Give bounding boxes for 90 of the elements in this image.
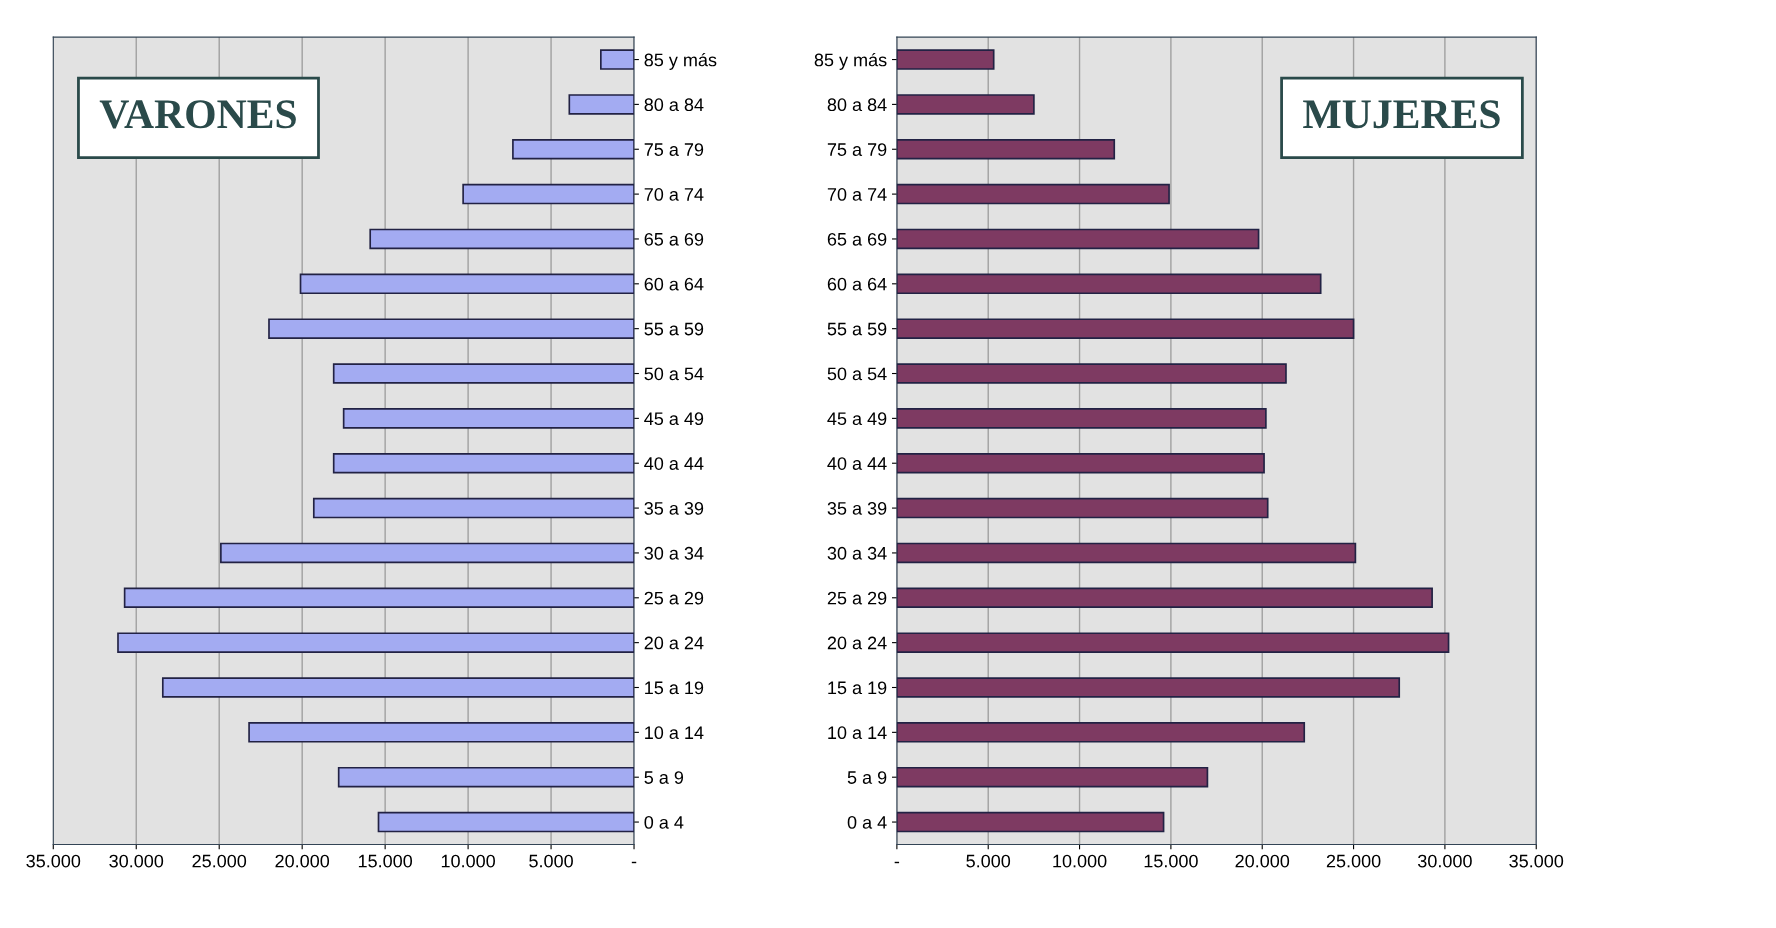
x-tick-label: 35.000	[1509, 854, 1564, 868]
bar	[896, 228, 1260, 250]
y-tick-label: 15 a 19	[828, 681, 887, 695]
bar	[896, 318, 1355, 339]
bar	[377, 811, 635, 833]
y-tick-label: 40 a 44	[827, 457, 887, 470]
bar	[248, 722, 635, 743]
y-tick-label: 10 a 14	[828, 726, 887, 740]
bar	[896, 183, 1170, 205]
y-tick-label: 50 a 54	[827, 367, 887, 381]
bar	[332, 363, 635, 384]
x-tick-label: 30.000	[1417, 854, 1472, 868]
bar	[896, 273, 1322, 295]
bar	[896, 677, 1401, 698]
y-tick-label: 85 y más	[644, 52, 717, 70]
bar	[600, 49, 635, 70]
y-tick-label: 50 a 54	[644, 367, 704, 381]
y-tick-label: 0 a 4	[644, 815, 684, 829]
x-tick-label: 5.000	[966, 854, 1011, 868]
x-tick-label: 30.000	[109, 854, 164, 868]
y-tick-label: 25 a 29	[827, 591, 887, 605]
x-tick-label: 10.000	[1053, 854, 1107, 868]
y-tick-label: 65 a 69	[827, 232, 887, 246]
bar	[117, 632, 635, 653]
y-tick-label: 5 a 9	[644, 771, 684, 784]
y-tick-label: 55 a 59	[827, 322, 887, 336]
y-tick-label: 0 a 4	[847, 815, 887, 829]
bar	[268, 318, 635, 339]
x-tick-label: 35.000	[26, 854, 81, 868]
y-tick-label: 15 a 19	[645, 681, 704, 695]
bar	[896, 632, 1450, 653]
x-tick-label: 10.000	[441, 854, 496, 868]
bar	[299, 273, 635, 295]
bar	[568, 94, 635, 115]
y-tick-label: 55 a 59	[644, 322, 704, 336]
bar	[462, 183, 635, 205]
x-tick-label: 25.000	[192, 854, 247, 868]
y-tick-label: 45 a 49	[827, 412, 887, 426]
bar	[896, 811, 1165, 833]
bar	[369, 228, 635, 250]
y-tick-label: 35 a 39	[644, 502, 704, 515]
bar	[896, 542, 1357, 564]
x-tick-label: 20.000	[1235, 854, 1290, 868]
y-tick-label: 75 a 79	[644, 143, 704, 156]
y-tick-label: 25 a 29	[644, 591, 704, 605]
text: MUJERES	[1303, 100, 1500, 129]
y-tick-label: 75 a 79	[827, 143, 887, 156]
y-tick-label: 20 a 24	[644, 636, 704, 650]
bar	[337, 766, 635, 788]
bar	[896, 452, 1265, 474]
x-tick-label: 25.000	[1326, 854, 1381, 868]
x-tick-label: 20.000	[275, 854, 330, 868]
y-tick-label: 30 a 34	[827, 546, 887, 560]
bar	[896, 408, 1267, 429]
y-tick-label: 70 a 74	[827, 188, 887, 201]
bar	[342, 408, 635, 429]
bar	[896, 138, 1116, 160]
bar	[312, 497, 635, 519]
bar	[896, 363, 1287, 384]
bar	[896, 49, 995, 70]
bar	[332, 452, 635, 474]
x-tick-label: 15.000	[358, 854, 413, 868]
bar	[123, 587, 635, 609]
y-tick-label: 60 a 64	[827, 277, 887, 291]
bar	[896, 722, 1306, 743]
y-tick-label: 40 a 44	[644, 457, 704, 470]
bar	[512, 138, 635, 160]
bar	[896, 497, 1269, 519]
x-tick-label: 15.000	[1144, 854, 1198, 868]
y-tick-label: 65 a 69	[644, 232, 704, 246]
bar	[220, 542, 635, 564]
y-tick-label: 60 a 64	[644, 277, 704, 291]
y-tick-label: 30 a 34	[644, 546, 704, 560]
y-tick-label: 35 a 39	[827, 502, 887, 515]
y-tick-label: 10 a 14	[645, 726, 704, 740]
y-tick-label: 80 a 84	[644, 98, 704, 112]
bar	[896, 94, 1035, 115]
x-tick-label: -	[631, 861, 637, 864]
bar	[896, 587, 1433, 609]
x-tick-label: -	[894, 861, 900, 864]
y-tick-label: 45 a 49	[644, 412, 704, 426]
bar	[161, 677, 635, 698]
text: VARONES	[99, 100, 296, 129]
x-tick-label: 5.000	[529, 854, 573, 868]
y-tick-label: 20 a 24	[827, 636, 887, 650]
y-tick-label: 5 a 9	[847, 771, 887, 784]
bar	[896, 766, 1209, 788]
y-tick-label: 70 a 74	[644, 188, 704, 201]
y-tick-label: 80 a 84	[827, 98, 887, 112]
y-tick-label: 85 y más	[814, 52, 887, 70]
